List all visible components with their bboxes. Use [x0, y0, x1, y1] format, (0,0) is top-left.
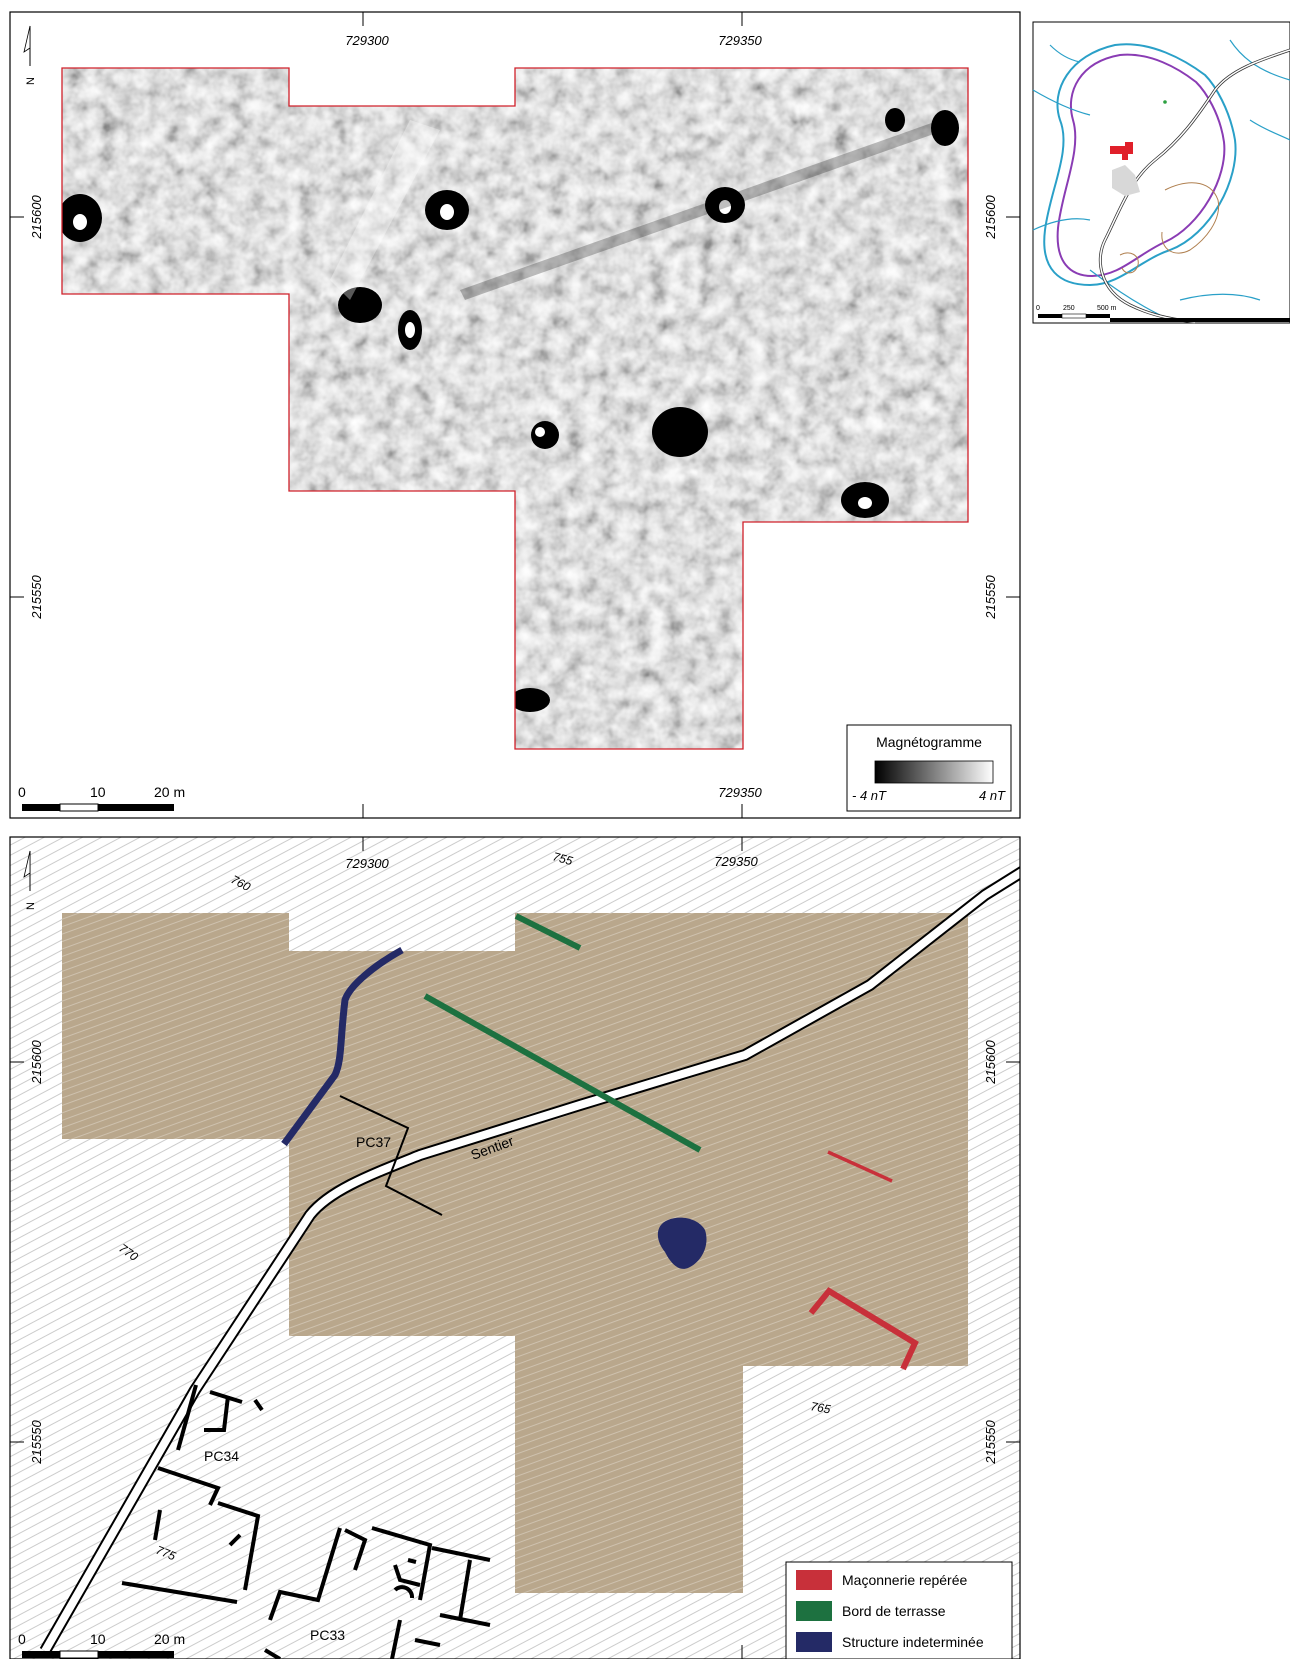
pc37-structure [339, 1095, 443, 1216]
coord-y-label: 215600 [29, 195, 44, 240]
coord-x-label: 729350 [718, 33, 762, 48]
coord-y-label: 215550 [983, 1420, 998, 1465]
inset-scale-label: 500 m [1097, 305, 1117, 312]
bottom-interpretation-map: 729300 729350 215600 215550 215600 21555… [9, 836, 1021, 1660]
legend-swatch [796, 1570, 832, 1590]
inset-scale-label: 250 [1063, 305, 1075, 312]
survey-outline [61, 67, 969, 750]
undetermined-structure [281, 946, 404, 1147]
pc34-label: PC34 [204, 1448, 239, 1464]
scale-label: 0 [18, 1631, 26, 1647]
legend-label: Structure indeterminée [842, 1634, 984, 1650]
elevation-label: 765 [809, 1399, 831, 1416]
scale-label: 10 [90, 1631, 106, 1647]
masonry [808, 1287, 919, 1371]
scale-label: 20 m [154, 1631, 185, 1647]
scale-label: 20 m [154, 784, 185, 800]
north-arrow-icon: N [23, 25, 37, 85]
coord-y-label: 215550 [29, 575, 44, 620]
coord-x-label: 729350 [714, 854, 758, 869]
coord-y-label: 215600 [983, 1040, 998, 1085]
masonry [827, 1150, 893, 1183]
magnetogram-legend: Magnétogramme - 4 nT 4 nT [846, 724, 1012, 812]
north-arrow-icon: N [23, 850, 37, 910]
scale-label: 0 [18, 784, 26, 800]
elevation-label: 755 [551, 849, 574, 868]
coord-y-label: 215550 [983, 575, 998, 620]
inset-scale-bar: 0 250 500 m [1036, 305, 1290, 322]
legend-title: Magnétogramme [876, 734, 982, 750]
legend-swatch [796, 1632, 832, 1652]
scale-label: 10 [90, 784, 106, 800]
coord-x-label: 729300 [345, 856, 389, 871]
coord-y-label: 215600 [983, 195, 998, 240]
legend-label: Bord de terrasse [842, 1603, 946, 1619]
scale-bar: 0 10 20 m [18, 1631, 185, 1659]
undetermined-structure [657, 1217, 707, 1269]
terrace-edge [423, 993, 702, 1153]
north-label: N [25, 77, 37, 85]
pc33-label: PC33 [310, 1627, 345, 1643]
inset-frame [1032, 21, 1290, 324]
pc34-structure [121, 1384, 264, 1604]
pc33-structure [263, 1526, 491, 1659]
legend-max: 4 nT [979, 788, 1006, 803]
coord-x-label: 729350 [718, 785, 762, 800]
top-magnetogram-map: 729300 729350 729350 215600 215550 21560… [9, 11, 1021, 819]
terrace-edge [514, 913, 582, 951]
north-label: N [25, 902, 37, 910]
legend-min: - 4 nT [852, 788, 887, 803]
pc37-label: PC37 [356, 1134, 391, 1150]
legend-gradient [874, 760, 994, 784]
scale-bar: 0 10 20 m [18, 784, 185, 812]
legend-swatch [796, 1601, 832, 1621]
coord-y-label: 215550 [29, 1420, 44, 1465]
site-location-marker [1110, 142, 1133, 160]
location-inset-map: 0 250 500 m [1032, 21, 1290, 324]
coord-x-label: 729300 [345, 33, 389, 48]
legend-label: Maçonnerie repérée [842, 1572, 968, 1588]
inset-scale-label: 0 [1036, 305, 1040, 312]
coord-y-label: 215600 [29, 1040, 44, 1085]
interpretation-legend: Maçonnerie repérée Bord de terrasse Struct… [785, 1561, 1013, 1660]
